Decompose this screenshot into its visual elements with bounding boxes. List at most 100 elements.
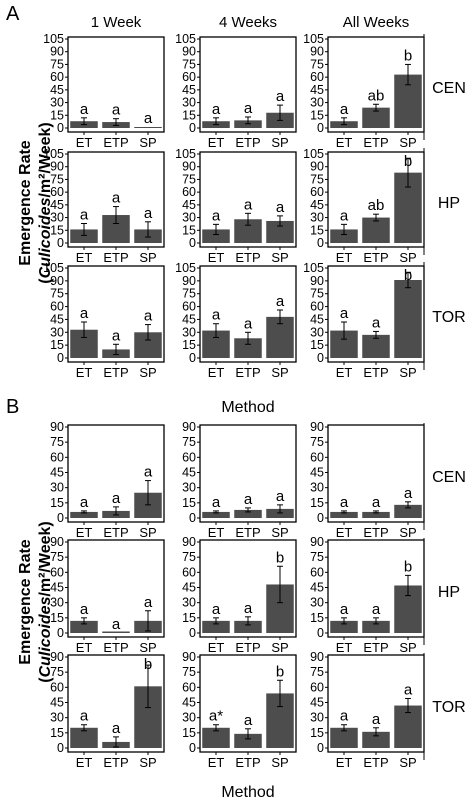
- plot-b-cen-all-weeks-ytick-label-0: 0: [317, 511, 324, 525]
- plot-b-tor-all-weeks-ytick-label-90: 90: [310, 650, 324, 664]
- plot-b-hp-all-weeks-ytick-label-75: 75: [310, 550, 324, 564]
- row-header-a-cen: CEN: [432, 80, 466, 97]
- plot-b-tor-1-week-bar-et: [70, 727, 98, 748]
- plot-b-tor-4-weeks-letter-et: a*: [209, 708, 223, 725]
- subplot-grid: 0153045607590105aETaETPaSP01530456075901…: [43, 32, 425, 770]
- plot-a-cen-4-weeks-ytick-label-75: 75: [182, 57, 196, 71]
- y-axis-title-b-line1: Emergence Rate: [17, 539, 34, 664]
- plot-b-hp-4-weeks-bar-et: [202, 620, 230, 633]
- plot-a-tor-4-weeks-letter-sp: a: [276, 293, 285, 310]
- plot-b-hp-4-weeks-letter-etp: a: [244, 600, 253, 617]
- plot-b-hp-4-weeks-xtick-label-et: ET: [208, 640, 225, 655]
- plot-b-hp-all-weeks-ytick-label-45: 45: [310, 581, 324, 595]
- plot-b-cen-1-week-ytick-label-90: 90: [50, 420, 64, 434]
- plot-b-cen-all-weeks-ytick-label-75: 75: [310, 435, 324, 449]
- plot-b-cen-4-weeks-letter-et: a: [212, 494, 221, 511]
- plot-a-hp-1-week-ytick-label-15: 15: [50, 223, 64, 237]
- plot-a-cen-1-week-ytick-label-105: 105: [43, 32, 64, 46]
- plot-a-tor-4-weeks-bar-etp: [234, 338, 262, 358]
- plot-b-cen-4-weeks-xtick-label-sp: SP: [271, 525, 288, 540]
- plot-b-cen-all-weeks-bar-sp: [394, 504, 422, 518]
- plot-a-hp-all-weeks-ytick-label-90: 90: [310, 160, 324, 174]
- plot-a-hp-all-weeks-ytick-label-30: 30: [310, 211, 324, 225]
- plot-b-cen-4-weeks-letter-sp: a: [276, 488, 285, 505]
- plot-a-cen-1-week-letter-etp: a: [112, 102, 121, 119]
- plot-a-tor-all-weeks-bar-etp: [362, 334, 390, 358]
- plot-a-tor-1-week-ytick-label-0: 0: [57, 351, 64, 365]
- plot-b-tor-1-week-letter-et: a: [80, 708, 89, 725]
- plot-a-cen-1-week-ytick-label-60: 60: [50, 70, 64, 84]
- plot-b-hp-4-weeks-ytick-label-75: 75: [182, 550, 196, 564]
- plot-b-tor-4-weeks-bar-etp: [234, 733, 262, 748]
- plot-b-cen-all-weeks-letter-sp: a: [404, 485, 413, 502]
- plot-a-hp-1-week-xtick-label-etp: ETP: [103, 250, 128, 265]
- plot-b-hp-1-week-ytick-label-75: 75: [50, 550, 64, 564]
- plot-b-cen-1-week-letter-etp: a: [112, 490, 121, 507]
- plot-a-cen-4-weeks-xtick-label-etp: ETP: [235, 135, 260, 150]
- plot-a-hp-1-week-ytick-label-0: 0: [57, 236, 64, 250]
- plot-a-cen-all-weeks-xtick-label-sp: SP: [399, 135, 416, 150]
- panel-label-b: B: [6, 396, 19, 418]
- plot-b-hp-all-weeks-ytick-label-0: 0: [317, 626, 324, 640]
- plot-b-hp-1-week-ytick-label-15: 15: [50, 611, 64, 625]
- plot-b-hp-1-week-letter-sp: a: [144, 594, 153, 611]
- plot-a-hp-all-weeks-bar-etp: [362, 217, 390, 243]
- col-header-1-week: 1 Week: [91, 14, 142, 31]
- plot-a-tor-all-weeks-letter-et: a: [340, 305, 349, 322]
- plot-a-tor-1-week-xtick-label-etp: ETP: [103, 365, 128, 380]
- plot-a-tor-4-weeks-ytick-label-30: 30: [182, 325, 196, 339]
- plot-a-hp-4-weeks-letter-sp: a: [276, 199, 285, 216]
- plot-a-tor-4-weeks-ytick-label-15: 15: [182, 338, 196, 352]
- plot-b-cen-4-weeks-ytick-label-90: 90: [182, 420, 196, 434]
- plot-a-tor-1-week-ytick-label-75: 75: [50, 287, 64, 301]
- plot-a-tor-4-weeks-ytick-label-45: 45: [182, 312, 196, 326]
- plot-b-cen-4-weeks-xtick-label-et: ET: [208, 525, 225, 540]
- plot-b-cen-all-weeks-bar-etp: [362, 511, 390, 518]
- plot-a-cen-4-weeks-ytick-label-60: 60: [182, 70, 196, 84]
- plot-b-cen-4-weeks-xtick-label-etp: ETP: [235, 525, 260, 540]
- plot-b-hp-1-week-xtick-label-sp: SP: [139, 640, 156, 655]
- plot-b-tor-1-week-ytick-label-90: 90: [50, 650, 64, 664]
- plot-a-tor-4-weeks-xtick-label-etp: ETP: [235, 365, 260, 380]
- plot-b-cen-1-week-ytick-label-15: 15: [50, 496, 64, 510]
- plot-a-cen-all-weeks-letter-sp: b: [404, 47, 412, 64]
- plot-a-hp-1-week-ytick-label-90: 90: [50, 160, 64, 174]
- plot-a-cen-all-weeks-xtick-label-etp: ETP: [363, 135, 388, 150]
- plot-a-hp-all-weeks-bar-et: [330, 229, 358, 243]
- y-axis-title-a-line2: (Culicoides/m²/Week): [37, 122, 54, 284]
- plot-b-cen-all-weeks-ytick-label-45: 45: [310, 466, 324, 480]
- plot-a-hp-1-week-letter-sp: a: [144, 205, 153, 222]
- plot-b-tor-1-week-letter-sp: b: [144, 656, 152, 673]
- plot-a-cen-4-weeks-letter-etp: a: [244, 100, 253, 117]
- plot-a-hp-1-week-ytick-label-105: 105: [43, 147, 64, 161]
- plot-a-hp-4-weeks-bar-sp: [266, 220, 294, 243]
- plot-a-hp-1-week-letter-etp: a: [112, 190, 121, 207]
- plot-a-hp-4-weeks-xtick-label-etp: ETP: [235, 250, 260, 265]
- plot-b-cen-1-week-xtick-label-et: ET: [76, 525, 93, 540]
- plot-b-hp-all-weeks-letter-etp: a: [372, 601, 381, 618]
- plot-b-cen-4-weeks-ytick-label-60: 60: [182, 450, 196, 464]
- plot-a-hp-all-weeks-ytick-label-45: 45: [310, 198, 324, 212]
- plot-a-tor-all-weeks-letter-sp: b: [404, 267, 412, 284]
- plot-b-hp-1-week-xtick-label-et: ET: [76, 640, 93, 655]
- plot-b-hp-all-weeks-xtick-label-sp: SP: [399, 640, 416, 655]
- plot-a-tor-1-week-ytick-label-15: 15: [50, 338, 64, 352]
- plot-b-cen-1-week-xtick-label-sp: SP: [139, 525, 156, 540]
- plot-b-tor-all-weeks-ytick-label-15: 15: [310, 726, 324, 740]
- plot-a-hp-all-weeks-letter-etp: ab: [368, 197, 385, 214]
- plot-b-hp-4-weeks-ytick-label-90: 90: [182, 535, 196, 549]
- plot-b-tor-4-weeks-ytick-label-0: 0: [189, 741, 196, 755]
- plot-a-cen-all-weeks-ytick-label-105: 105: [303, 32, 324, 46]
- panel-label-a: A: [6, 3, 20, 25]
- plot-b-cen-1-week-ytick-label-75: 75: [50, 435, 64, 449]
- plot-b-hp-1-week-ytick-label-90: 90: [50, 535, 64, 549]
- plot-b-cen-all-weeks-ytick-label-30: 30: [310, 481, 324, 495]
- plot-b-hp-all-weeks-bar-etp: [362, 620, 390, 633]
- plot-a-tor-1-week-xtick-label-et: ET: [76, 365, 93, 380]
- plot-a-hp-1-week-ytick-label-75: 75: [50, 172, 64, 186]
